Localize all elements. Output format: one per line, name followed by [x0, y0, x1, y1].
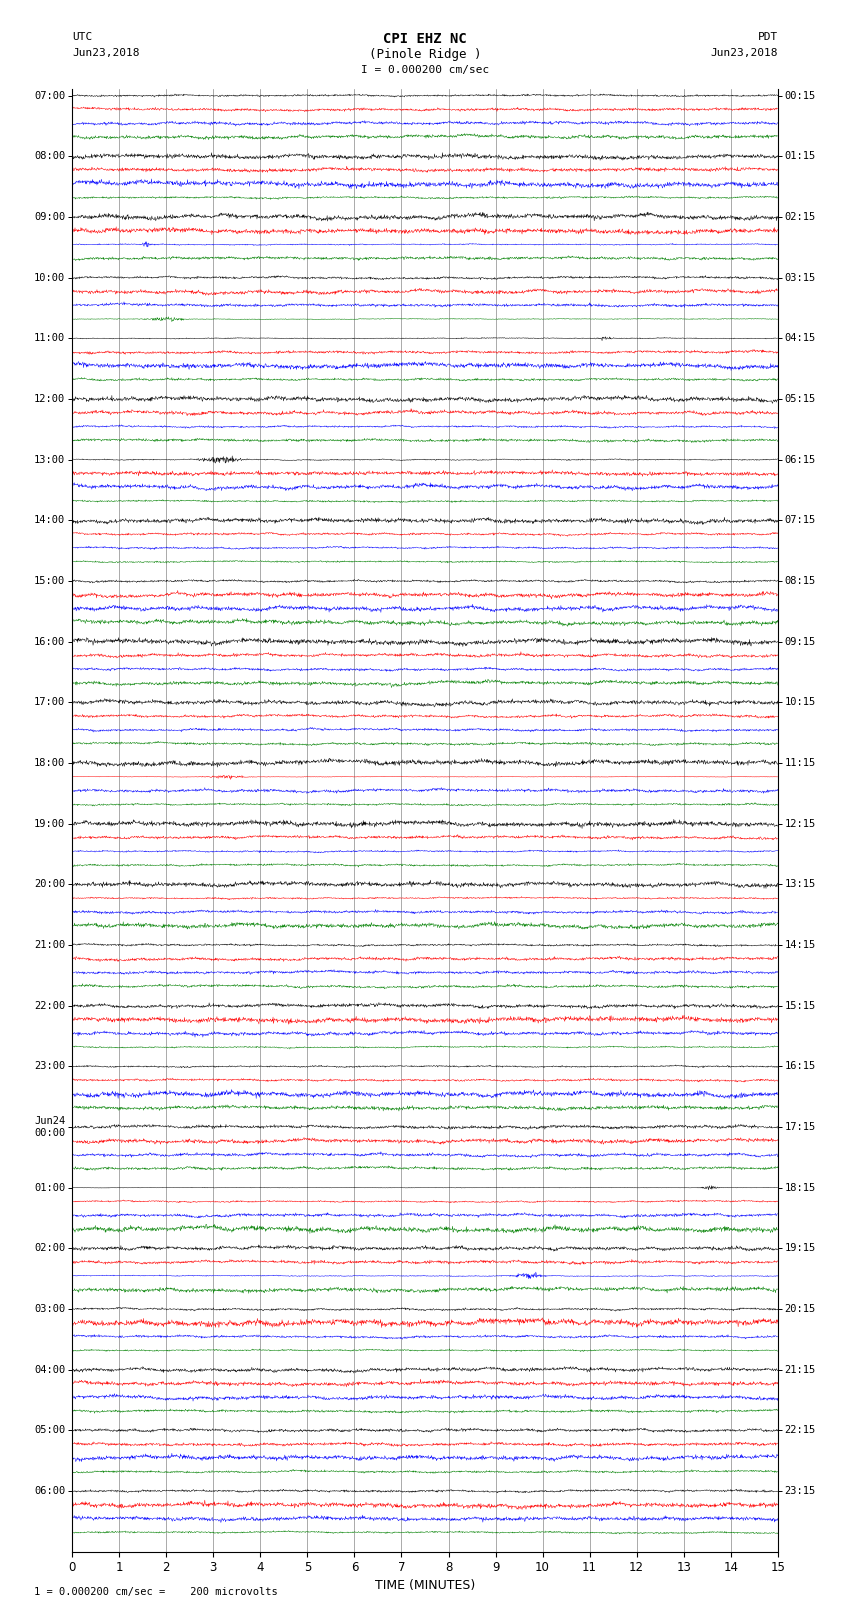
Text: Jun23,2018: Jun23,2018	[72, 48, 139, 58]
X-axis label: TIME (MINUTES): TIME (MINUTES)	[375, 1579, 475, 1592]
Text: PDT: PDT	[757, 32, 778, 42]
Text: UTC: UTC	[72, 32, 93, 42]
Text: 1 = 0.000200 cm/sec =    200 microvolts: 1 = 0.000200 cm/sec = 200 microvolts	[34, 1587, 278, 1597]
Text: Jun23,2018: Jun23,2018	[711, 48, 778, 58]
Text: (Pinole Ridge ): (Pinole Ridge )	[369, 48, 481, 61]
Text: CPI EHZ NC: CPI EHZ NC	[383, 32, 467, 47]
Text: I = 0.000200 cm/sec: I = 0.000200 cm/sec	[361, 65, 489, 74]
